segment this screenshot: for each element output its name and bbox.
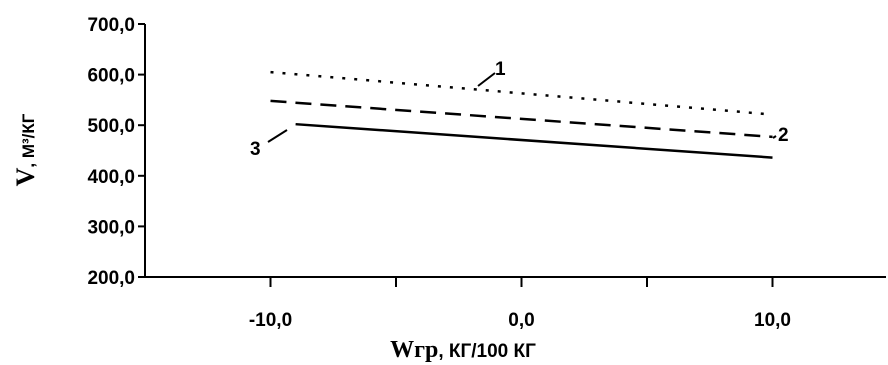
series-2-label: 2 bbox=[778, 125, 789, 146]
x-tick-label: 10,0 bbox=[754, 310, 791, 331]
series-1-label: 1 bbox=[495, 59, 506, 80]
y-tick-label: 700,0 bbox=[87, 15, 135, 36]
y-tick-label: 300,0 bbox=[87, 217, 135, 238]
series-3-label: 3 bbox=[250, 139, 261, 160]
series-lines bbox=[270, 70, 773, 159]
series-2-leader bbox=[772, 135, 777, 139]
series-3-line bbox=[295, 122, 773, 159]
series-1-leader bbox=[477, 72, 496, 87]
x-axis-title: Wгр, КГ/100 КГ bbox=[390, 337, 536, 363]
y-ticks: 200,0 300,0 400,0 500,0 600,0 700,0 bbox=[87, 15, 145, 289]
series-3-leader bbox=[267, 129, 288, 143]
x-ticks: -10,0 0,0 10,0 bbox=[249, 277, 791, 331]
y-tick-label: 600,0 bbox=[87, 66, 135, 87]
x-tick-label: 0,0 bbox=[508, 310, 534, 331]
y-tick-label: 200,0 bbox=[87, 268, 135, 289]
y-tick-label: 400,0 bbox=[87, 167, 135, 188]
series-1-line bbox=[270, 70, 773, 116]
x-tick-label: -10,0 bbox=[249, 310, 292, 331]
y-tick-label: 500,0 bbox=[87, 116, 135, 137]
y-axis-title: V, М³/КГ bbox=[11, 113, 40, 186]
series-2-line bbox=[270, 99, 773, 139]
